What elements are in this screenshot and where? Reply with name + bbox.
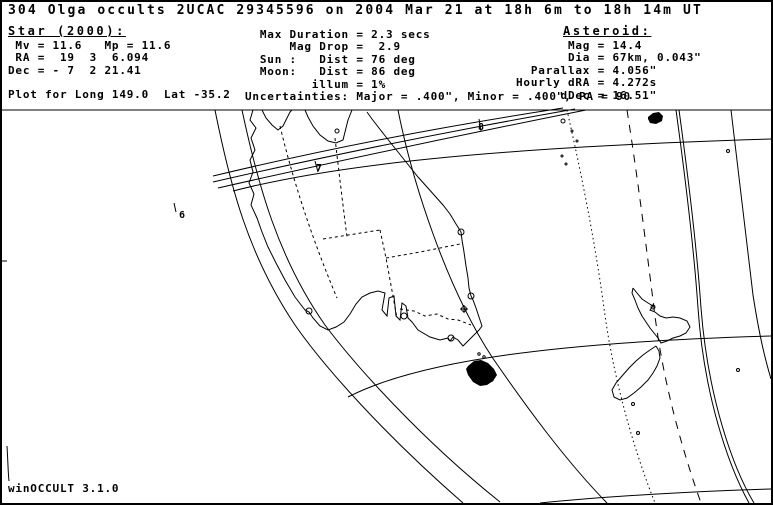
plot-location-line: Plot for Long 149.0 Lat -35.2 (8, 88, 231, 101)
city-marker-melbourne (447, 334, 455, 342)
city-marker-adelaide (400, 312, 408, 320)
dotted-limit-line (566, 109, 656, 504)
meridian-line-east (397, 109, 608, 504)
small-island (482, 355, 486, 359)
flinders-island (477, 352, 481, 356)
gulf-of-carpentaria-coast (304, 109, 353, 144)
path-time-tick-7 (314, 160, 319, 173)
australia-mainland-coast (248, 109, 483, 347)
nz-north-island-coast (631, 287, 691, 344)
sun-altitude-limit-lines (566, 109, 755, 504)
islet-3 (560, 154, 564, 158)
border-nt-qld (334, 137, 348, 238)
left-edge-line (6, 445, 10, 482)
path-time-tick-6 (173, 202, 177, 213)
new-caledonia-coast (648, 112, 663, 124)
islet-4 (564, 162, 568, 166)
small-islands-tasman-sea (560, 112, 730, 166)
asteroid-section-heading: Asteroid: (563, 24, 652, 38)
path-limit-north (212, 107, 564, 177)
double-limit-line-a (675, 109, 750, 504)
path-limit-south (217, 109, 587, 189)
border-nt-sa (322, 229, 381, 240)
path-time-label-7: 7 (316, 163, 322, 174)
star-details: Mv = 11.6 Mp = 11.6 RA = 19 3 6.094 Dec … (8, 39, 172, 77)
border-wa (279, 125, 338, 299)
earth-limb-lines (214, 109, 501, 504)
app-version-label: winOCCULT 3.1.0 (8, 482, 120, 495)
path-time-label-8: 8 (478, 122, 484, 133)
lord-howe-island (560, 118, 566, 124)
city-marker-sydney (467, 292, 475, 300)
border-qld-nsw (385, 243, 461, 259)
tasmania-coast (466, 360, 497, 386)
limb-line-outer (214, 109, 464, 504)
city-marker-brisbane (457, 228, 465, 236)
chatham-island (736, 368, 740, 372)
path-time-tick-8 (478, 118, 482, 132)
asteroid-details: Mag = 14.4 Dia = 67km, 0.043" Parallax =… (516, 39, 702, 102)
coastline-new-zealand (611, 287, 740, 435)
coastline-australia (248, 109, 497, 386)
norfolk-island (726, 149, 730, 153)
limb-line-inner (241, 109, 501, 503)
city-marker-auckland (650, 304, 656, 310)
latitude-line-south (539, 488, 772, 504)
graticule-lines (2, 109, 772, 504)
meridian-line-far-east (730, 109, 772, 380)
snares-island (636, 431, 640, 435)
islet-2 (575, 139, 579, 143)
stewart-island (631, 402, 635, 406)
double-limit-line-b (678, 109, 755, 504)
city-markers (305, 228, 656, 382)
city-marker-perth (305, 307, 313, 315)
event-details: Max Duration = 2.3 secs Mag Drop = 2.9 S… (245, 28, 631, 104)
latitude-line-north (232, 138, 772, 192)
star-section-heading: Star (2000): (8, 24, 126, 38)
state-borders (279, 125, 472, 326)
city-marker-hobart (488, 376, 494, 382)
nz-south-island-coast (611, 345, 661, 401)
dashed-limit-line (626, 109, 702, 504)
groote-eylandt-island (334, 128, 340, 134)
latitude-line-mid (347, 335, 772, 398)
plot-title: 304 Olga occults 2UCAC 29345596 on 2004 … (8, 3, 703, 18)
islet-1 (570, 129, 574, 133)
arnhem-land-coast (261, 109, 293, 131)
path-time-label-6: 6 (179, 210, 185, 221)
border-nsw-vic (399, 308, 472, 326)
